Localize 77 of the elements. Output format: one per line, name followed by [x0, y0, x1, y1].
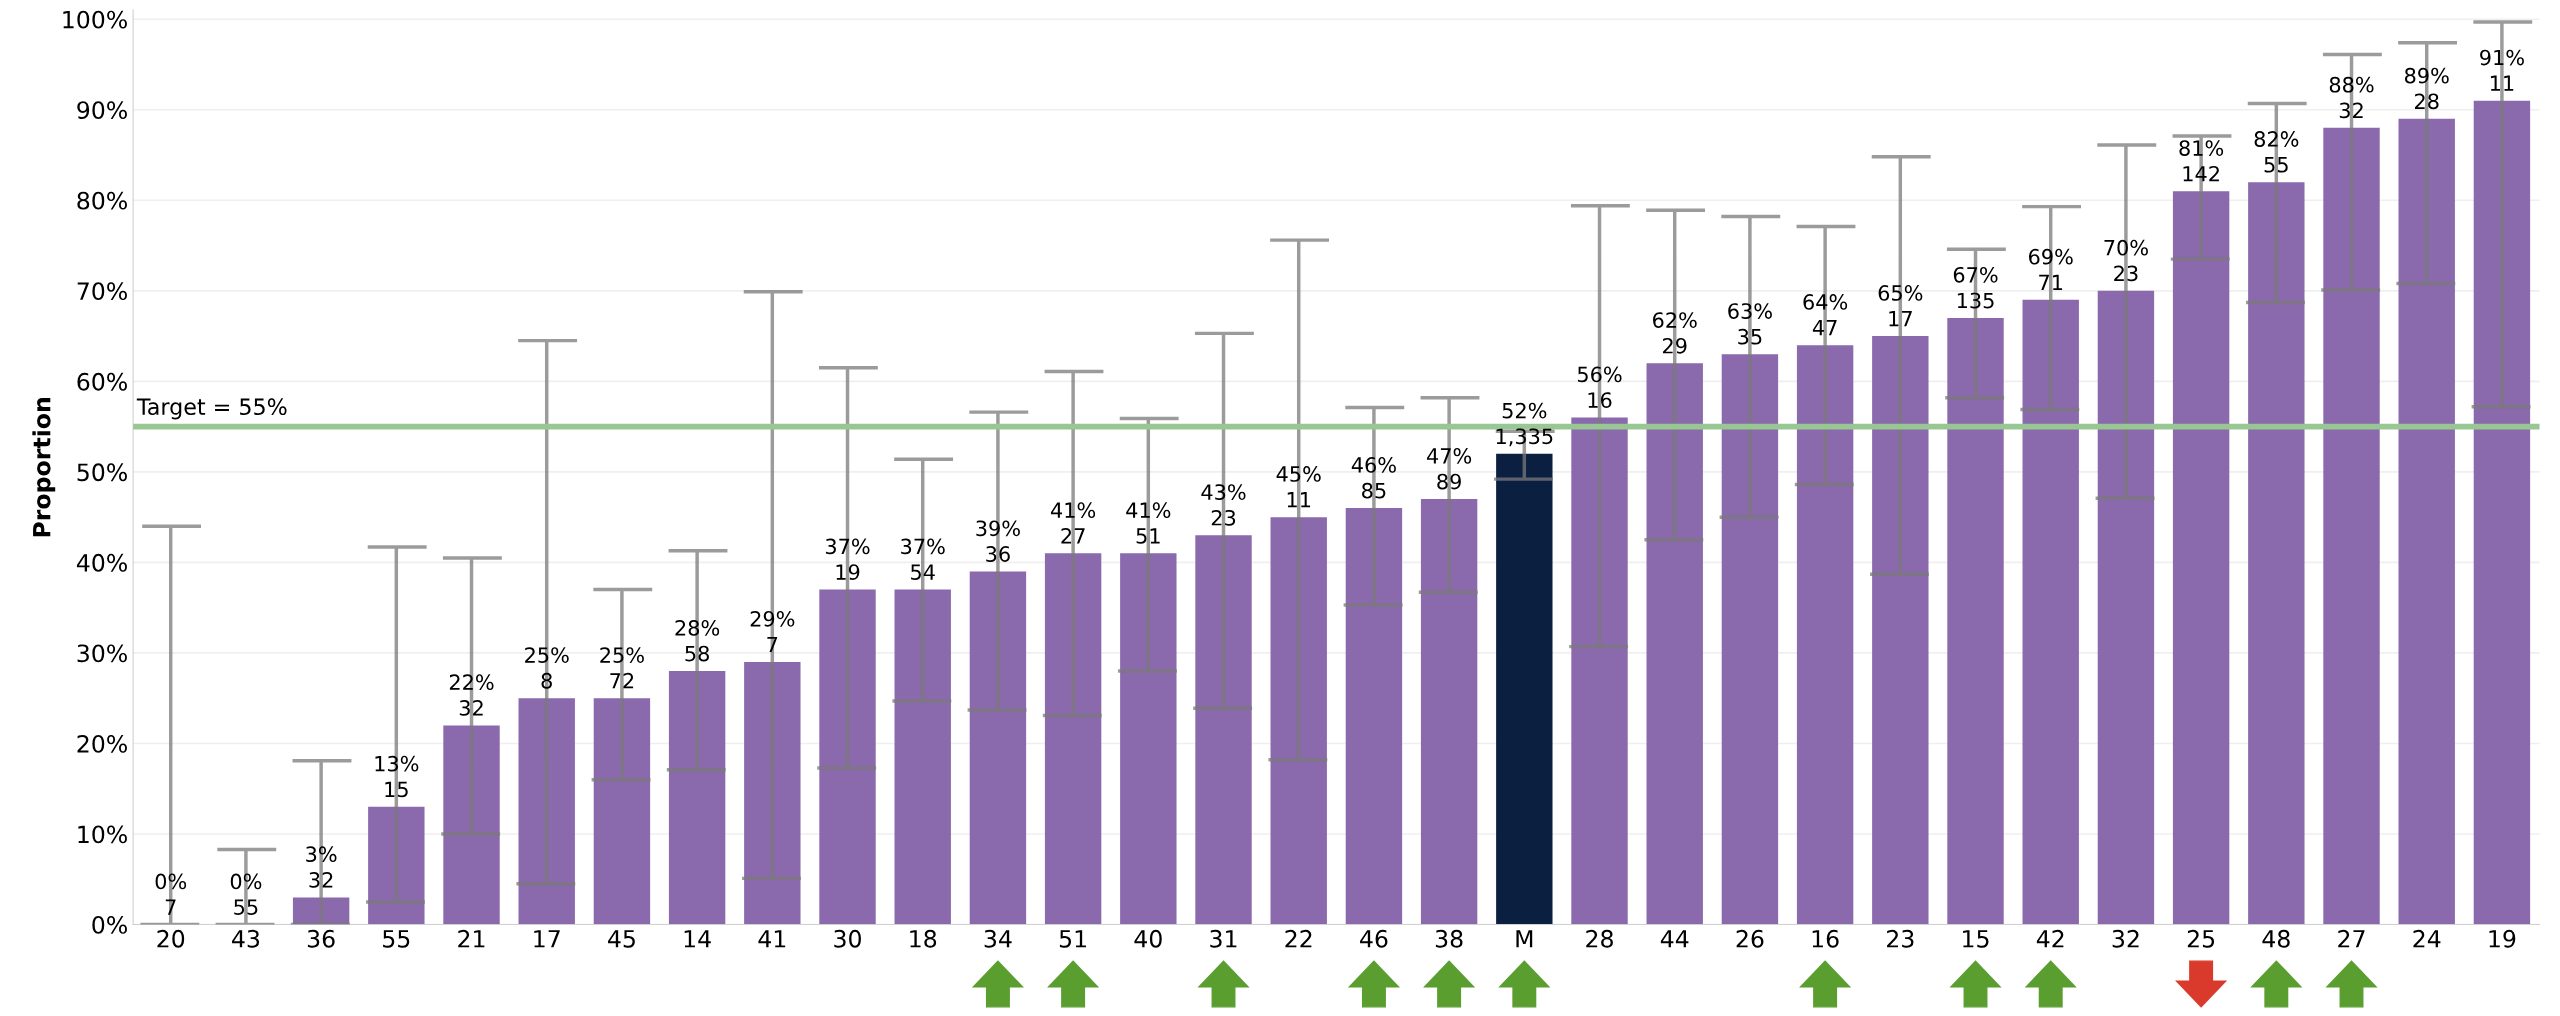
- x-tick-label: 36: [307, 929, 335, 948]
- x-tick-label: 45: [608, 930, 635, 948]
- x-tick-label: 14: [684, 930, 711, 948]
- data-label: 43% 23: [1201, 484, 1246, 526]
- x-tick-label: 27: [2338, 929, 2365, 948]
- data-label: 47% 89: [1426, 447, 1472, 490]
- data-label: 70% 23: [2104, 239, 2148, 282]
- data-label: 81% 142: [2179, 140, 2224, 182]
- x-tick-label: 23: [1887, 929, 1914, 948]
- x-tick-label: 25: [2187, 929, 2215, 948]
- x-tick-label: 22: [1285, 929, 1312, 948]
- y-tick-label: 70%: [77, 282, 127, 301]
- data-label: 29% 7: [750, 610, 795, 653]
- x-tick-label: 40: [1134, 929, 1162, 948]
- data-label: 46% 85: [1351, 457, 1396, 499]
- data-label: 89% 28: [2404, 67, 2449, 110]
- x-tick-label: 19: [2489, 929, 2516, 948]
- x-tick-label: 32: [2112, 929, 2139, 948]
- y-axis-title: Proportion: [32, 398, 56, 537]
- x-tick-label: 41: [758, 930, 786, 948]
- data-label: 3% 32: [306, 846, 337, 888]
- y-tick-label: 80%: [77, 191, 127, 210]
- data-label: 37% 54: [901, 538, 945, 580]
- data-label: 52% 1,335: [1496, 402, 1553, 447]
- data-label: 0% 7: [155, 873, 187, 915]
- data-label: 41% 27: [1050, 502, 1096, 544]
- data-label: 67% 135: [1953, 266, 1998, 309]
- data-label: 63% 35: [1728, 303, 1772, 345]
- data-label: 22% 32: [449, 674, 494, 716]
- data-label: 65% 17: [1878, 285, 1923, 327]
- y-tick-label: 20%: [77, 734, 127, 753]
- data-label: 37% 19: [825, 538, 870, 580]
- data-label: 91% 11: [2480, 49, 2524, 91]
- x-tick-label: 51: [1059, 930, 1086, 948]
- y-tick-label: 40%: [76, 553, 127, 572]
- data-label: 56% 16: [1577, 366, 1622, 408]
- x-tick-label: 31: [1210, 929, 1237, 948]
- y-tick-label: 30%: [77, 644, 127, 663]
- y-tick-label: 0%: [92, 916, 127, 934]
- data-label: 41% 51: [1126, 502, 1171, 544]
- data-label: 25% 8: [525, 647, 569, 689]
- x-tick-label: 18: [910, 929, 937, 948]
- x-tick-label: 15: [1963, 930, 1989, 948]
- data-label: 82% 55: [2254, 131, 2299, 173]
- x-tick-label: 16: [1812, 929, 1839, 948]
- x-tick-label: 20: [157, 929, 185, 948]
- data-label: 62% 29: [1653, 312, 1697, 354]
- x-tick-label: 17: [534, 930, 560, 948]
- data-label: 13% 15: [375, 755, 419, 798]
- x-tick-label: 46: [1360, 929, 1388, 948]
- y-tick-label: 90%: [77, 101, 127, 120]
- y-tick-label: 60%: [77, 372, 127, 391]
- x-tick-label: 34: [984, 929, 1012, 948]
- data-label: 25% 72: [600, 647, 644, 689]
- data-label: 64% 47: [1803, 294, 1848, 336]
- x-tick-label: 24: [2413, 929, 2441, 948]
- x-tick-label: 30: [834, 929, 861, 948]
- data-label: 39% 36: [976, 520, 1020, 562]
- x-tick-label: 26: [1736, 929, 1764, 948]
- data-label: 69% 71: [2029, 248, 2073, 290]
- data-label: 88% 32: [2329, 76, 2374, 119]
- data-label: 0% 55: [230, 873, 262, 915]
- x-tick-label: 48: [2262, 929, 2290, 948]
- x-tick-label: 44: [1660, 930, 1689, 948]
- data-label: 28% 58: [675, 620, 720, 662]
- y-tick-label: 100%: [63, 10, 127, 29]
- x-tick-label: 21: [458, 929, 485, 948]
- x-tick-label: 55: [383, 930, 410, 948]
- data-label: 45% 11: [1276, 466, 1321, 508]
- x-tick-label: 43: [232, 929, 260, 948]
- x-tick-label: 42: [2036, 929, 2064, 948]
- x-tick-label: M: [1516, 930, 1533, 948]
- ref-line-label: Target = 55%: [136, 398, 287, 420]
- x-tick-label: 38: [1435, 929, 1463, 948]
- y-tick-label: 10%: [78, 825, 127, 844]
- x-tick-label: 28: [1586, 929, 1613, 948]
- y-tick-label: 50%: [77, 463, 127, 482]
